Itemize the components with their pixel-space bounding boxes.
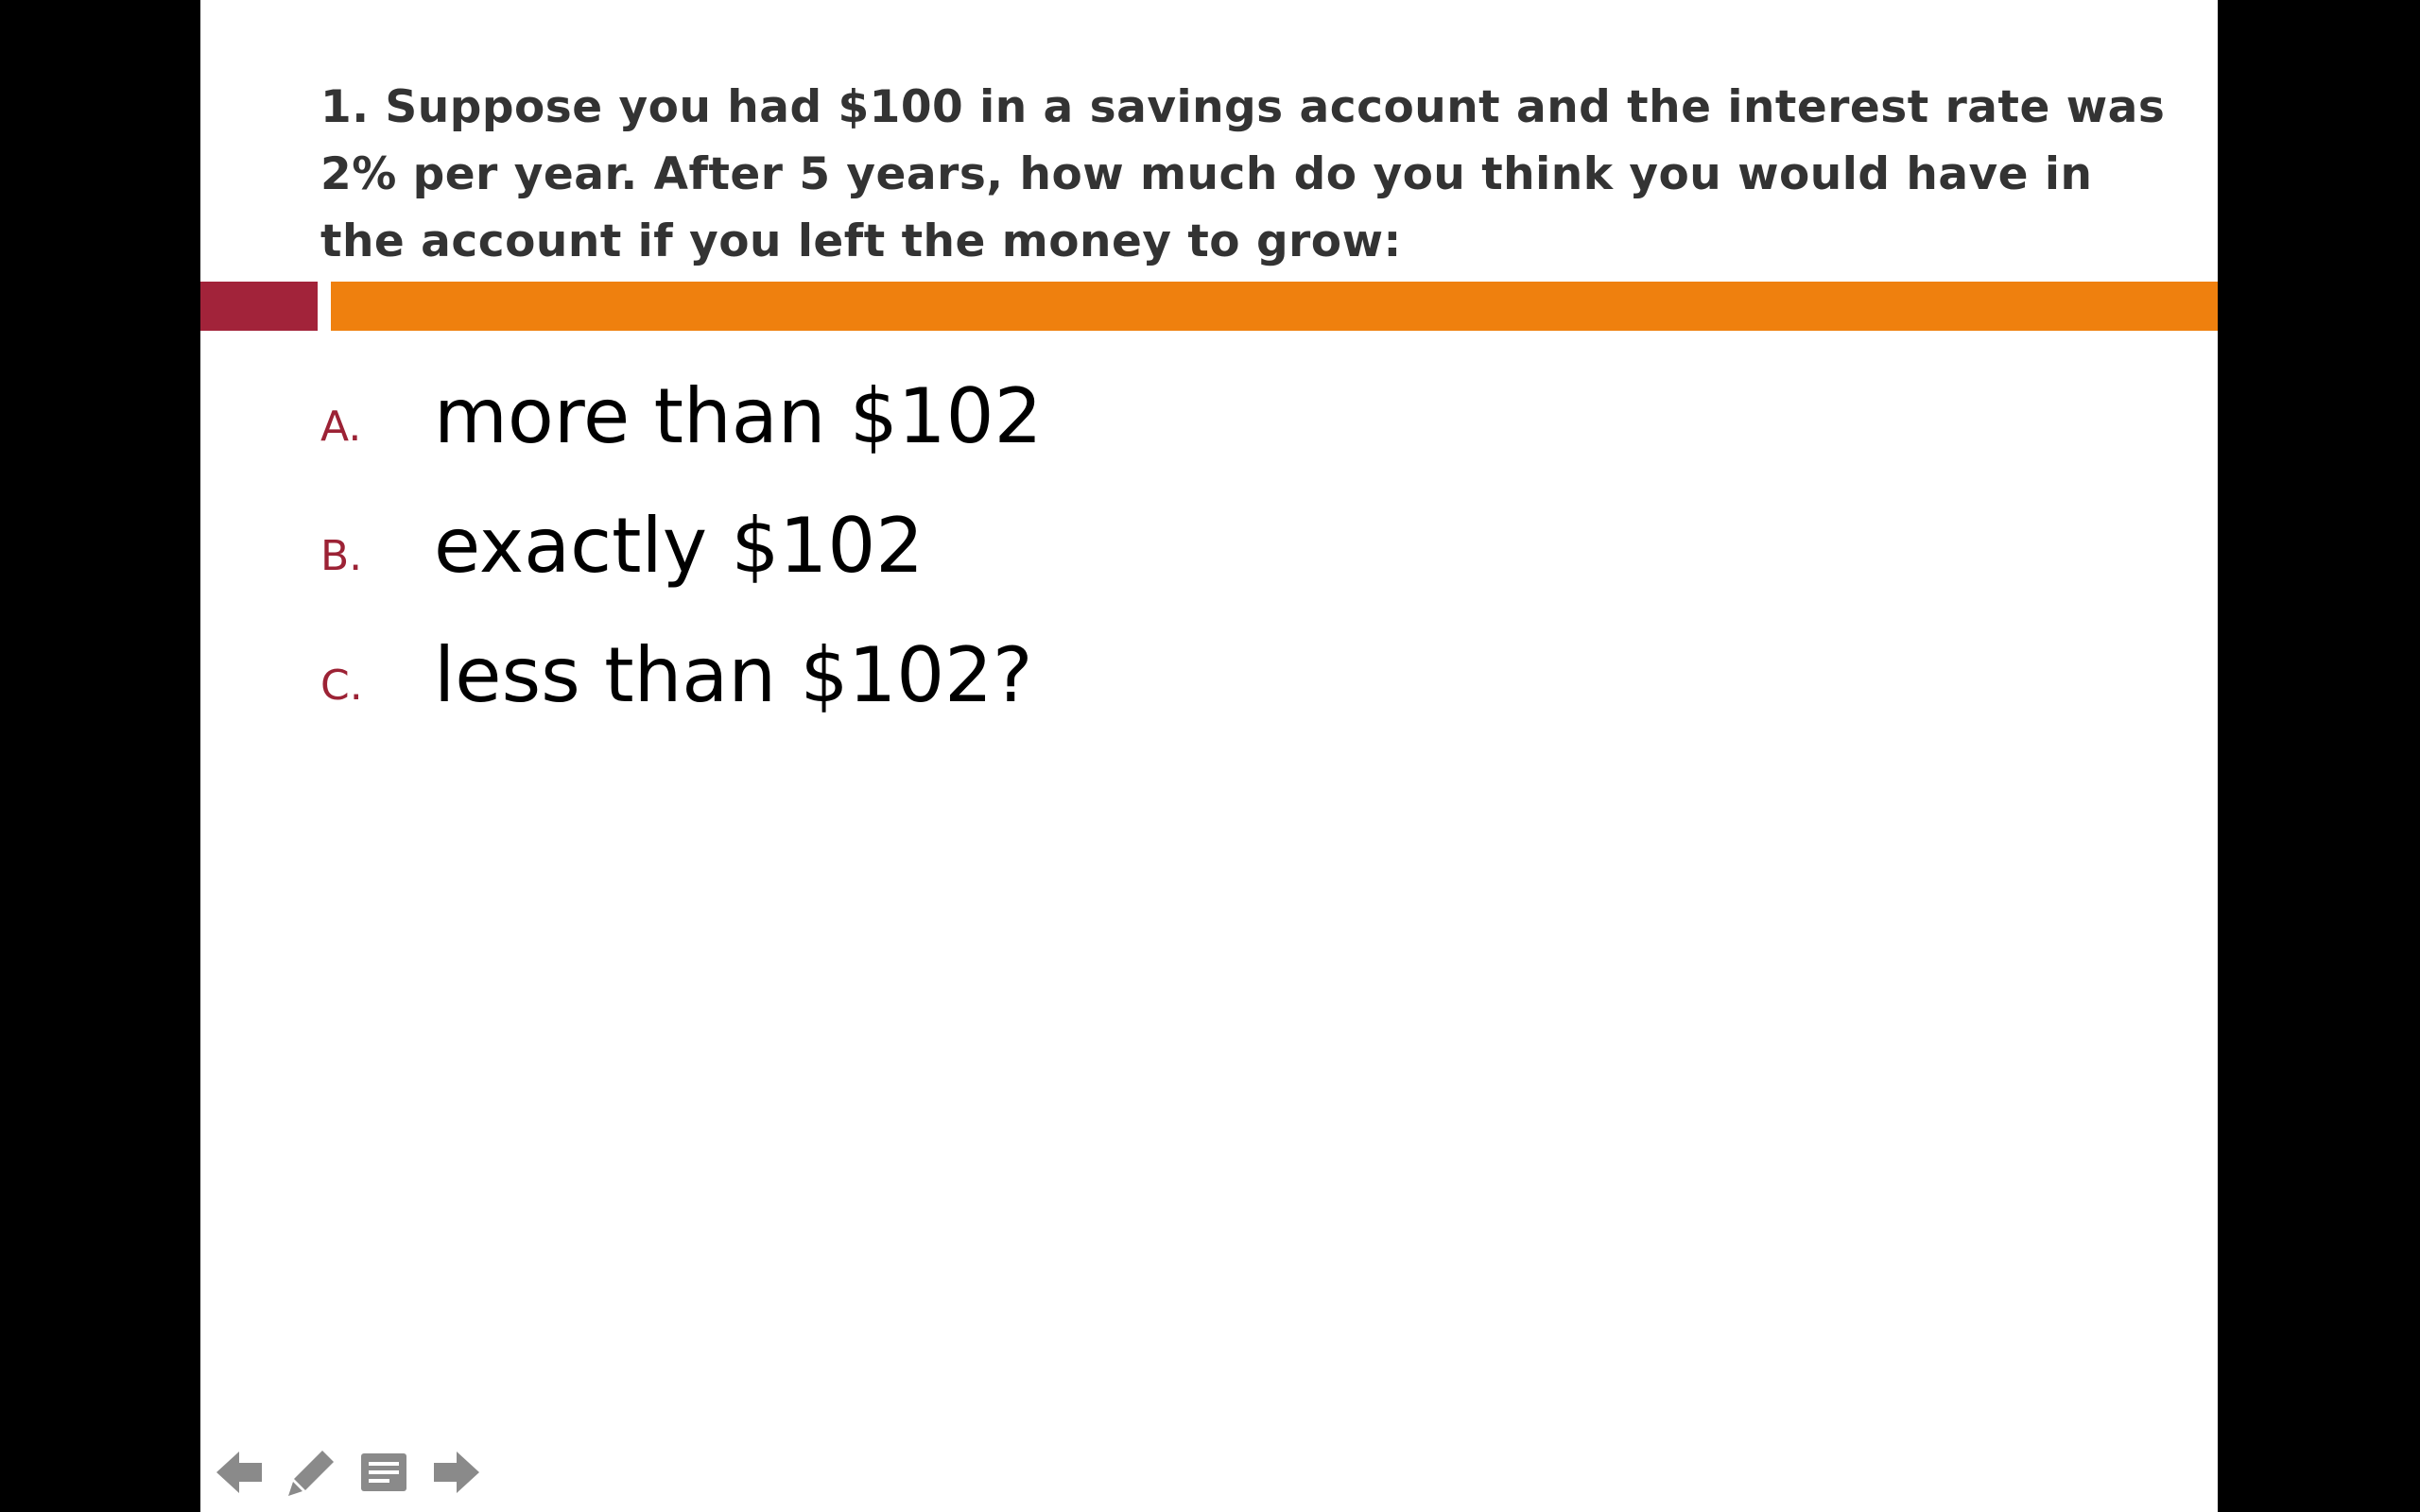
accent-bar-orange bbox=[331, 282, 2218, 331]
notes-button[interactable] bbox=[355, 1444, 412, 1501]
slide: 1. Suppose you had $100 in a savings acc… bbox=[200, 0, 2218, 1512]
notes-icon bbox=[361, 1453, 406, 1491]
option-c-text: less than $102? bbox=[434, 631, 1033, 719]
pencil-icon bbox=[288, 1451, 334, 1496]
accent-bar-red bbox=[200, 282, 318, 331]
option-a-text: more than $102 bbox=[434, 372, 1043, 460]
slideshow-controls bbox=[212, 1444, 499, 1501]
previous-slide-button[interactable] bbox=[212, 1444, 268, 1501]
option-b-letter: B. bbox=[320, 532, 363, 580]
option-a-letter: A. bbox=[320, 403, 362, 451]
slide-question: 1. Suppose you had $100 in a savings acc… bbox=[320, 81, 2166, 267]
option-c-letter: C. bbox=[320, 662, 363, 710]
arrow-right-icon bbox=[434, 1452, 479, 1493]
arrow-left-icon bbox=[216, 1452, 262, 1493]
pen-tool-button[interactable] bbox=[284, 1444, 340, 1501]
next-slide-button[interactable] bbox=[427, 1444, 484, 1501]
option-b-text: exactly $102 bbox=[434, 502, 925, 590]
